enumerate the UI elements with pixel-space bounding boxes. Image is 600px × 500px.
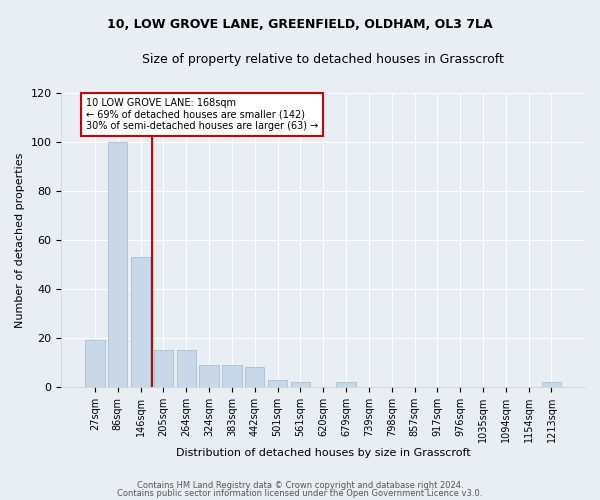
Bar — [108, 142, 127, 387]
Bar — [176, 350, 196, 387]
Bar — [85, 340, 104, 387]
Text: Contains public sector information licensed under the Open Government Licence v3: Contains public sector information licen… — [118, 488, 482, 498]
Bar — [154, 350, 173, 387]
Text: 10, LOW GROVE LANE, GREENFIELD, OLDHAM, OL3 7LA: 10, LOW GROVE LANE, GREENFIELD, OLDHAM, … — [107, 18, 493, 30]
Bar — [290, 382, 310, 387]
Title: Size of property relative to detached houses in Grasscroft: Size of property relative to detached ho… — [142, 52, 504, 66]
Bar — [268, 380, 287, 387]
Text: 10 LOW GROVE LANE: 168sqm
← 69% of detached houses are smaller (142)
30% of semi: 10 LOW GROVE LANE: 168sqm ← 69% of detac… — [86, 98, 318, 131]
Y-axis label: Number of detached properties: Number of detached properties — [15, 152, 25, 328]
Text: Contains HM Land Registry data © Crown copyright and database right 2024.: Contains HM Land Registry data © Crown c… — [137, 481, 463, 490]
Bar — [542, 382, 561, 387]
Bar — [199, 365, 219, 387]
Bar — [222, 365, 242, 387]
X-axis label: Distribution of detached houses by size in Grasscroft: Distribution of detached houses by size … — [176, 448, 470, 458]
Bar — [131, 257, 150, 387]
Bar — [337, 382, 356, 387]
Bar — [245, 368, 265, 387]
